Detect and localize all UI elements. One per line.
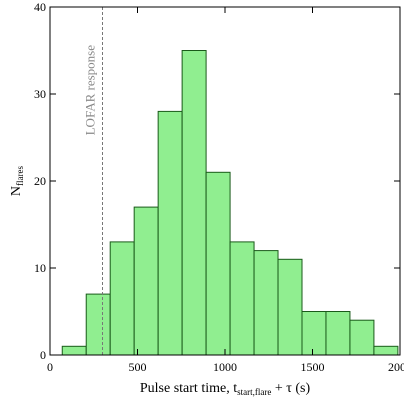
x-tick-label: 500 bbox=[129, 360, 147, 374]
bar bbox=[229, 241, 255, 356]
reference-label: LOFAR response bbox=[83, 45, 98, 136]
y-tick-label: 20 bbox=[34, 174, 46, 188]
bar bbox=[373, 345, 399, 356]
x-label-main: Pulse start time, t bbox=[140, 381, 237, 396]
bar bbox=[109, 241, 135, 356]
bar bbox=[325, 311, 351, 356]
bar bbox=[205, 171, 231, 356]
y-tick-label: 0 bbox=[40, 348, 46, 362]
y-label-main: N bbox=[9, 186, 24, 196]
x-axis-label: Pulse start time, tstart,flare + τ (s) bbox=[140, 381, 311, 397]
bar bbox=[301, 311, 327, 356]
y-tick-label: 10 bbox=[34, 261, 46, 275]
bar bbox=[85, 293, 111, 356]
bar bbox=[133, 206, 159, 356]
y-label-sub: flares bbox=[15, 165, 25, 185]
bar bbox=[277, 258, 303, 356]
x-tick-label: 1000 bbox=[213, 360, 237, 374]
bar bbox=[253, 250, 279, 356]
y-axis-label: Nflares bbox=[9, 165, 25, 196]
x-tick-label: 0 bbox=[47, 360, 53, 374]
y-tick-label: 40 bbox=[34, 0, 46, 14]
x-label-sub: start,flare bbox=[237, 387, 271, 397]
x-tick-label: 1500 bbox=[301, 360, 325, 374]
x-label-rest: + τ (s) bbox=[271, 381, 310, 396]
bar bbox=[157, 110, 183, 356]
bar bbox=[61, 345, 87, 356]
bar bbox=[181, 50, 207, 356]
bar bbox=[349, 319, 375, 356]
y-tick-label: 30 bbox=[34, 87, 46, 101]
